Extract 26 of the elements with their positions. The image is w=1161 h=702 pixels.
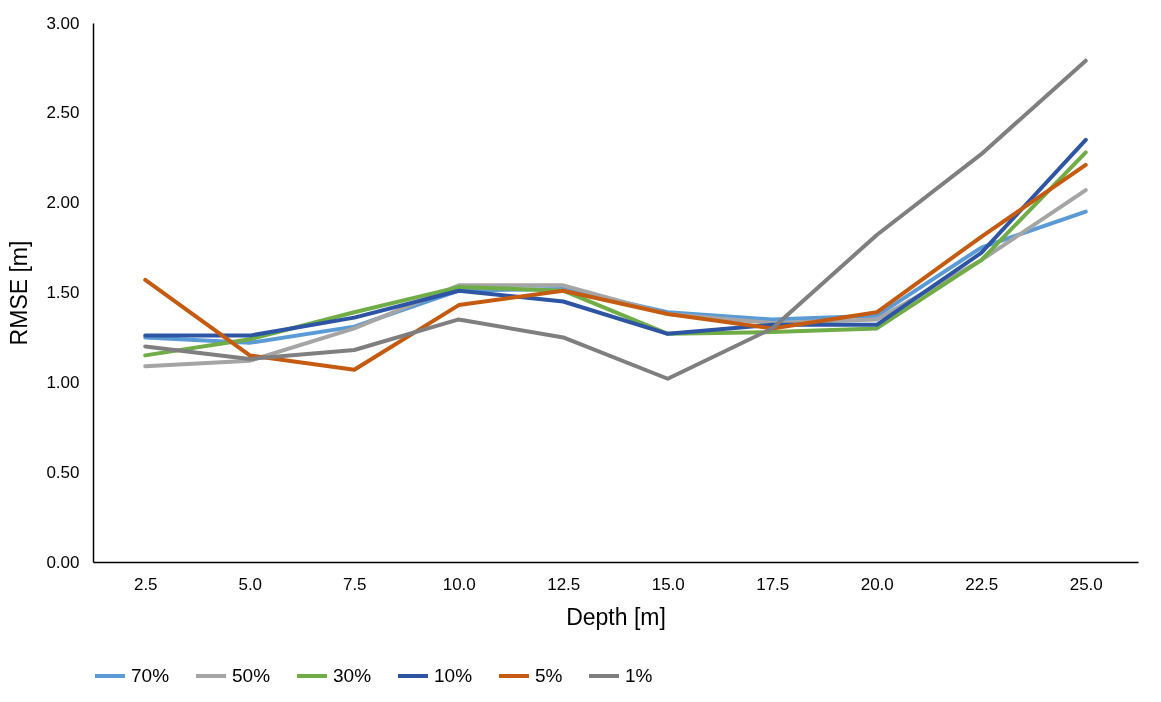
legend-label: 5% (535, 665, 563, 686)
x-tick-label: 22.5 (965, 574, 999, 594)
y-tick-label: 0.00 (46, 552, 80, 572)
line-series (143, 58, 1088, 381)
x-tick-label: 7.5 (342, 574, 367, 594)
x-tick-label: 25.0 (1069, 574, 1103, 594)
x-tick-label: 12.5 (547, 574, 581, 594)
x-tick-label: 5.0 (238, 574, 263, 594)
x-tick-label: 2.5 (133, 574, 158, 594)
x-axis-title: Depth [m] (566, 603, 666, 630)
legend-label: 30% (333, 665, 372, 686)
y-tick-label: 2.50 (46, 103, 80, 123)
x-tick-label: 15.0 (651, 574, 685, 594)
y-tick-label: 1.00 (46, 372, 80, 392)
y-tick-label: 0.50 (46, 462, 80, 482)
legend-label: 50% (232, 665, 271, 686)
legend-label: 1% (625, 665, 653, 686)
x-tick-label: 20.0 (860, 574, 894, 594)
y-tick-label: 1.50 (46, 283, 80, 302)
x-tick-label: 10.0 (442, 574, 476, 594)
x-tick-label: 17.5 (756, 574, 790, 594)
y-tick-label: 2.00 (46, 193, 80, 213)
y-tick-label: 3.00 (46, 13, 80, 33)
legend-label: 70% (131, 665, 170, 686)
legend-label: 10% (434, 665, 473, 686)
y-axis-title: RMSE [m] (6, 240, 33, 346)
